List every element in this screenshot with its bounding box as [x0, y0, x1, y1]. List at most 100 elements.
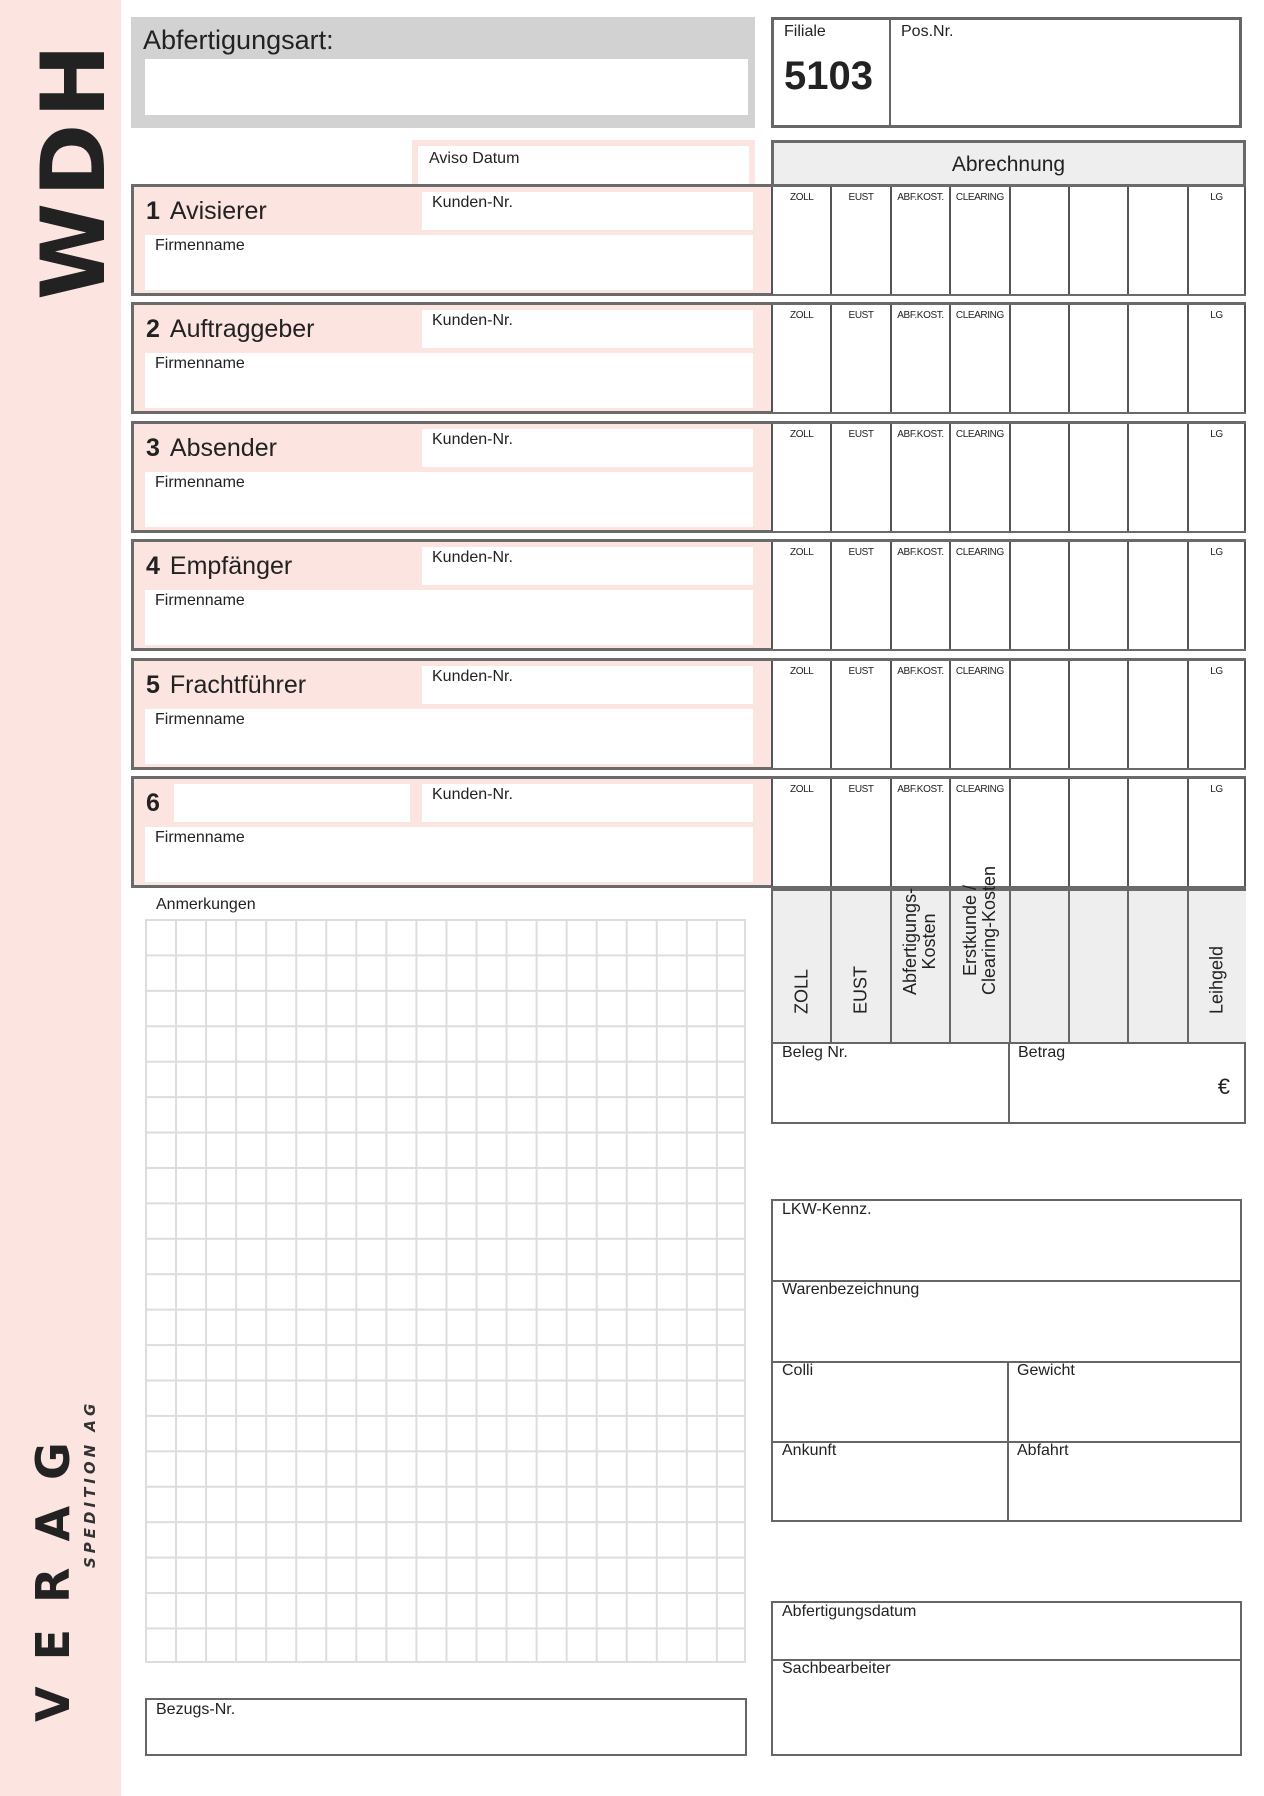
- kunden-nr-label: Kunden-Nr.: [432, 786, 513, 803]
- abrechnung-cell[interactable]: [1127, 661, 1186, 768]
- aviso-datum-label: Aviso Datum: [429, 150, 520, 167]
- section-number: 6: [146, 789, 160, 817]
- abrechnung-cell[interactable]: [1068, 542, 1127, 649]
- firmenname-field[interactable]: Firmenname: [145, 235, 753, 290]
- aviso-datum-field[interactable]: Aviso Datum: [412, 140, 755, 186]
- abrechnung-cell[interactable]: [1127, 779, 1186, 886]
- abrechnung-cell[interactable]: CLEARING: [949, 424, 1008, 531]
- party-section: 1 Avisierer Kunden-Nr. Firmenname: [131, 184, 771, 296]
- abrechnung-cell[interactable]: [1068, 779, 1127, 886]
- abrechnung-cell[interactable]: CLEARING: [949, 779, 1008, 886]
- abrechnung-cell[interactable]: EUST: [830, 542, 889, 649]
- firmenname-label: Firmenname: [155, 355, 245, 372]
- divider: [1008, 1044, 1010, 1122]
- bezugs-nr-field[interactable]: Bezugs-Nr.: [145, 1698, 747, 1756]
- abrechnung-cell[interactable]: [1068, 187, 1127, 294]
- column-header-label: Abfertigungs- Kosten: [900, 888, 940, 996]
- abrechnung-cell[interactable]: ABF.KOST.: [889, 305, 949, 412]
- abrechnung-cell[interactable]: [1127, 424, 1186, 531]
- abrechnung-cell[interactable]: ZOLL: [771, 542, 830, 649]
- bezugs-nr-label: Bezugs-Nr.: [156, 1701, 236, 1718]
- firmenname-field[interactable]: Firmenname: [145, 827, 753, 882]
- firmenname-field[interactable]: Firmenname: [145, 472, 753, 527]
- abrechnung-cell[interactable]: ZOLL: [771, 424, 830, 531]
- warenbezeichnung-label[interactable]: Warenbezeichnung: [782, 1281, 920, 1298]
- abrechnung-cell[interactable]: [1008, 542, 1068, 649]
- abfertigungsart-label: Abfertigungsart:: [143, 25, 334, 55]
- abfertigungsart-field[interactable]: [145, 59, 748, 115]
- section-title: 5 Frachtführer: [146, 671, 306, 700]
- abrechnung-cell[interactable]: ABF.KOST.: [889, 424, 949, 531]
- abrechnung-cell[interactable]: [1068, 424, 1127, 531]
- abrechnung-cell[interactable]: ABF.KOST.: [889, 661, 949, 768]
- abrechnung-cell[interactable]: ZOLL: [771, 661, 830, 768]
- colli-label[interactable]: Colli: [782, 1362, 814, 1379]
- kunden-nr-field[interactable]: Kunden-Nr.: [422, 192, 753, 230]
- abrechnung-row: ZOLL EUST ABF.KOST. CLEARING LG: [771, 421, 1247, 533]
- abrechnung-cell[interactable]: ABF.KOST.: [889, 542, 949, 649]
- kunden-nr-field[interactable]: Kunden-Nr.: [422, 429, 753, 467]
- firmenname-field[interactable]: Firmenname: [145, 709, 753, 764]
- abrechnung-cell[interactable]: EUST: [830, 187, 889, 294]
- abrechnung-cell[interactable]: CLEARING: [949, 661, 1008, 768]
- abrechnung-cell[interactable]: [1127, 305, 1186, 412]
- section-number: 2: [146, 315, 160, 343]
- divider: [889, 20, 891, 125]
- anmerkungen-grid[interactable]: [145, 919, 746, 1663]
- abrechnung-cell[interactable]: EUST: [830, 305, 889, 412]
- abrechnung-cell[interactable]: [1127, 187, 1186, 294]
- abrechnung-cell[interactable]: ZOLL: [771, 305, 830, 412]
- abrechnung-cell[interactable]: ABF.KOST.: [889, 779, 949, 886]
- kunden-nr-field[interactable]: Kunden-Nr.: [422, 784, 753, 822]
- kunden-nr-field[interactable]: Kunden-Nr.: [422, 666, 753, 704]
- abrechnung-cell[interactable]: ZOLL: [771, 187, 830, 294]
- abrechnung-cell[interactable]: [1008, 779, 1068, 886]
- section-title: 6: [146, 789, 170, 818]
- beleg-nr-label[interactable]: Beleg Nr.: [782, 1044, 848, 1061]
- abrechnung-cell[interactable]: [1068, 305, 1127, 412]
- filiale-label: Filiale: [784, 23, 826, 40]
- firmenname-field[interactable]: Firmenname: [145, 590, 753, 645]
- custom-party-title-field[interactable]: [174, 784, 410, 822]
- kunden-nr-field[interactable]: Kunden-Nr.: [422, 547, 753, 585]
- beleg-betrag-box: Beleg Nr. Betrag €: [771, 1042, 1246, 1124]
- abrechnung-cell[interactable]: [1008, 661, 1068, 768]
- abrechnung-cell[interactable]: EUST: [830, 661, 889, 768]
- abrechnung-cell[interactable]: LG: [1186, 305, 1247, 412]
- abrechnung-cell[interactable]: CLEARING: [949, 187, 1008, 294]
- abrechnung-cell[interactable]: [1008, 424, 1068, 531]
- filiale-posnr-box: Filiale 5103 Pos.Nr.: [771, 17, 1242, 128]
- abrechnung-cell[interactable]: [1127, 542, 1186, 649]
- posnr-label[interactable]: Pos.Nr.: [901, 23, 954, 40]
- column-header-label: EUST: [850, 966, 871, 1015]
- betrag-label[interactable]: Betrag: [1018, 1044, 1066, 1061]
- sachbearbeiter-label[interactable]: Sachbearbeiter: [782, 1660, 891, 1677]
- gewicht-label[interactable]: Gewicht: [1017, 1362, 1075, 1379]
- abrechnung-cell[interactable]: CLEARING: [949, 305, 1008, 412]
- abrechnung-cell[interactable]: LG: [1186, 187, 1247, 294]
- kunden-nr-field[interactable]: Kunden-Nr.: [422, 310, 753, 348]
- lkw-kennz-label[interactable]: LKW-Kennz.: [782, 1201, 872, 1218]
- abrechnung-cell[interactable]: EUST: [830, 424, 889, 531]
- section-name: Empfänger: [169, 552, 293, 580]
- abrechnung-cell[interactable]: [1008, 187, 1068, 294]
- abrechnung-cell[interactable]: [1068, 661, 1127, 768]
- abrechnung-cell[interactable]: LG: [1186, 661, 1247, 768]
- abrechnung-cell[interactable]: LG: [1186, 542, 1247, 649]
- ankunft-label[interactable]: Ankunft: [782, 1442, 837, 1459]
- abrechnung-cell[interactable]: EUST: [830, 779, 889, 886]
- abrechnung-cell[interactable]: ABF.KOST.: [889, 187, 949, 294]
- abfahrt-label[interactable]: Abfahrt: [1017, 1442, 1069, 1459]
- party-section: 3 Absender Kunden-Nr. Firmenname: [131, 421, 771, 533]
- firmenname-field[interactable]: Firmenname: [145, 353, 753, 408]
- transport-box: LKW-Kennz. Warenbezeichnung Colli Gewich…: [771, 1199, 1242, 1522]
- divider: [773, 1659, 1240, 1661]
- abfertigungsart-panel: Abfertigungsart:: [131, 17, 755, 128]
- abfertigungsdatum-label[interactable]: Abfertigungsdatum: [782, 1603, 917, 1620]
- abrechnung-cell[interactable]: [1008, 305, 1068, 412]
- abrechnung-cell[interactable]: ZOLL: [771, 779, 830, 886]
- abrechnung-cell[interactable]: CLEARING: [949, 542, 1008, 649]
- abrechnung-cell[interactable]: LG: [1186, 424, 1247, 531]
- abrechnung-cell[interactable]: LG: [1186, 779, 1247, 886]
- column-header-label: Leihgeld: [1207, 946, 1228, 1015]
